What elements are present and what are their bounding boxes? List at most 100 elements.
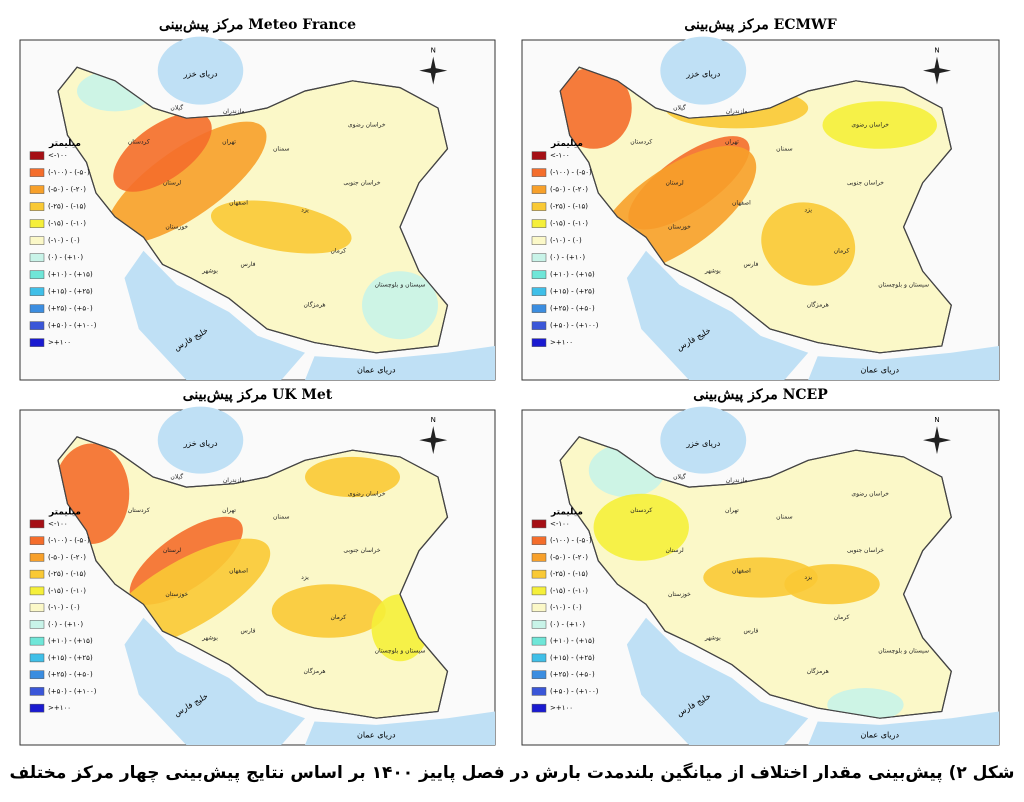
legend-swatch (29, 553, 45, 562)
legend-swatch (29, 253, 45, 262)
legend-swatch (29, 270, 45, 279)
legend-swatch (29, 569, 45, 579)
province-label: یزد (301, 574, 309, 581)
province-label: سیستان و بلوچستان (878, 281, 929, 288)
legend-swatch (29, 151, 45, 160)
gulf-of-oman (305, 346, 495, 380)
legend-swatch (531, 620, 547, 629)
legend-label: (-۱۰) - (۰) (48, 237, 80, 245)
province-label: خراسان رضوی (851, 122, 889, 129)
legend-swatch (531, 553, 547, 562)
province-label: تهران (222, 139, 236, 146)
sea-label: دریای عمان (860, 365, 899, 374)
province-label: لرستان (666, 179, 684, 186)
legend-title: میلیمتر (48, 139, 81, 149)
map-title: مرکز پیش‌بینی Meteo France (159, 17, 356, 33)
province-label: خراسان رضوی (851, 490, 889, 497)
legend-label: (-۱۵) - (-۱۰) (550, 587, 588, 595)
province-label: هرمزگان (807, 667, 829, 675)
province-label: خراسان جنوبی (343, 547, 380, 554)
legend-label: <-۱۰۰ (48, 152, 68, 160)
legend-label: (+۱۰) - (+۱۵) (550, 637, 595, 645)
legend-label: (-۱۵) - (-۱۰) (48, 587, 86, 595)
persian-gulf (124, 250, 305, 380)
north-label: N (934, 416, 939, 424)
province-label: مازندران (726, 108, 748, 115)
legend-label: <-۱۰۰ (550, 152, 570, 160)
province-label: فارس (743, 628, 758, 635)
legend-swatch (29, 636, 45, 646)
province-label: سمنان (776, 145, 793, 152)
legend-swatch (531, 536, 547, 545)
province-label: خراسان رضوی (348, 490, 386, 497)
legend-swatch (531, 338, 547, 347)
province-label: اصفهان (229, 200, 248, 207)
province-label: کرمان (834, 247, 850, 254)
legend-label: >+۱۰۰ (48, 339, 71, 347)
legend-label: (-۵۰) - (-۲۰) (48, 553, 86, 561)
sea-label: دریای خزر (685, 70, 721, 79)
province-label: هرمزگان (807, 301, 829, 309)
legend-swatch (531, 304, 547, 313)
legend-title: میلیمتر (48, 507, 81, 517)
legend-swatch (29, 202, 45, 211)
legend-swatch (29, 620, 45, 629)
anomaly-area (113, 112, 212, 192)
iran-border (559, 436, 952, 719)
legend-label: (۰) - (+۱۰) (48, 620, 83, 628)
legend-swatch (29, 185, 45, 194)
province-label: اصفهان (732, 567, 751, 574)
province-label: سمنان (776, 514, 793, 521)
legend-label: (+۲۵) - (+۵۰) (48, 671, 93, 679)
province-label: خراسان جنوبی (847, 179, 884, 186)
legend-swatch (29, 304, 45, 313)
legend-label: (-۱۵) - (-۱۰) (550, 220, 588, 228)
legend-label: (-۱۰۰) - (-۵۰) (550, 537, 592, 545)
legend-swatch (531, 236, 547, 245)
legend-swatch (29, 536, 45, 545)
legend-label: (-۵۰) - (-۲۰) (550, 186, 588, 194)
legend-label: (+۲۵) - (+۵۰) (550, 305, 595, 313)
province-label: گیلان (170, 473, 183, 481)
legend-swatch (531, 151, 547, 160)
persian-gulf (124, 617, 305, 745)
caspian-sea (157, 406, 244, 474)
province-label: سیستان و بلوچستان (375, 648, 426, 655)
north-arrow (419, 67, 448, 74)
sea-label: دریای خزر (685, 439, 721, 448)
caption: شکل ۲) پیش‌بینی مقدار اختلاف از میانگین … (10, 762, 1015, 783)
legend-swatch (29, 586, 45, 596)
sea-label: دریای عمان (357, 730, 396, 739)
province-label: خوزستان (668, 224, 691, 231)
legend-label: (۰) - (+۱۰) (550, 254, 585, 262)
anomaly-areas (77, 70, 438, 340)
province-label: کردستان (630, 139, 652, 146)
legend-label: (-۱۰۰) - (-۵۰) (550, 169, 592, 177)
persian-gulf (626, 250, 809, 380)
legend-swatch (531, 586, 547, 596)
province-label: تهران (222, 507, 236, 514)
legend-title: میلیمتر (550, 139, 583, 149)
province-label: خراسان جنوبی (343, 179, 380, 186)
legend-swatch (29, 670, 45, 679)
anomaly-area (784, 564, 880, 605)
province-label: یزد (301, 207, 309, 214)
province-label: کرمان (834, 614, 850, 621)
legend-swatch (29, 603, 45, 612)
province-label: هرمزگان (303, 667, 325, 675)
legend-swatch (531, 519, 547, 529)
province-label: سمنان (273, 145, 290, 152)
province-label: فارس (743, 261, 758, 268)
legend-swatch (29, 321, 45, 330)
province-label: تهران (725, 139, 739, 146)
gulf-of-oman (305, 711, 495, 745)
legend-label: (+۲۵) - (+۵۰) (550, 671, 595, 679)
legend-title: میلیمتر (550, 507, 583, 517)
province-label: گیلان (170, 104, 183, 112)
legend-swatch (531, 202, 547, 211)
legend-swatch (531, 185, 547, 194)
legend-label: (+۱۰) - (+۱۵) (48, 637, 93, 645)
legend-label: >+۱۰۰ (48, 704, 71, 712)
legend-label: (-۲۵) - (-۱۵) (48, 203, 86, 211)
